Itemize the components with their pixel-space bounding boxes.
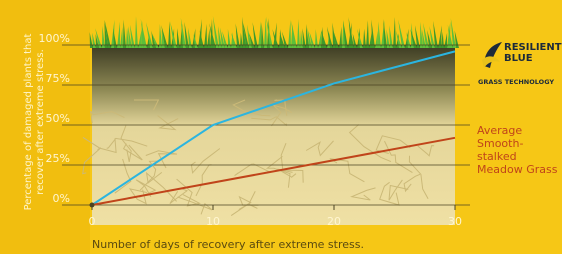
plot-area (92, 45, 455, 225)
logo: RESILIENT BLUE GRASS TECHNOLOGY (478, 38, 560, 86)
x-tick-label: 10 (206, 215, 220, 228)
legend-blue: RESILIENT BLUE (504, 42, 554, 64)
origin-dot (90, 203, 95, 208)
x-tick-label: 20 (327, 215, 341, 228)
logo-icon (480, 40, 504, 70)
y-tick-label: 25% (46, 152, 70, 165)
legend-tagline: GRASS TECHNOLOGY (478, 78, 560, 86)
x-axis-label: Number of days of recovery after extreme… (92, 238, 364, 251)
x-tick-label: 0 (89, 215, 96, 228)
y-tick-label: 75% (46, 72, 70, 85)
x-tick-label: 30 (448, 215, 462, 228)
y-tick-label: 50% (46, 112, 70, 125)
legend-red: Average Smooth-stalked Meadow Grass (477, 124, 562, 176)
y-tick-label: 0% (53, 192, 70, 205)
y-axis-label: Percentage of damaged plants that recove… (23, 27, 47, 217)
chart: 0%25%50%75%100%0102030 Percentage of dam… (0, 0, 562, 254)
